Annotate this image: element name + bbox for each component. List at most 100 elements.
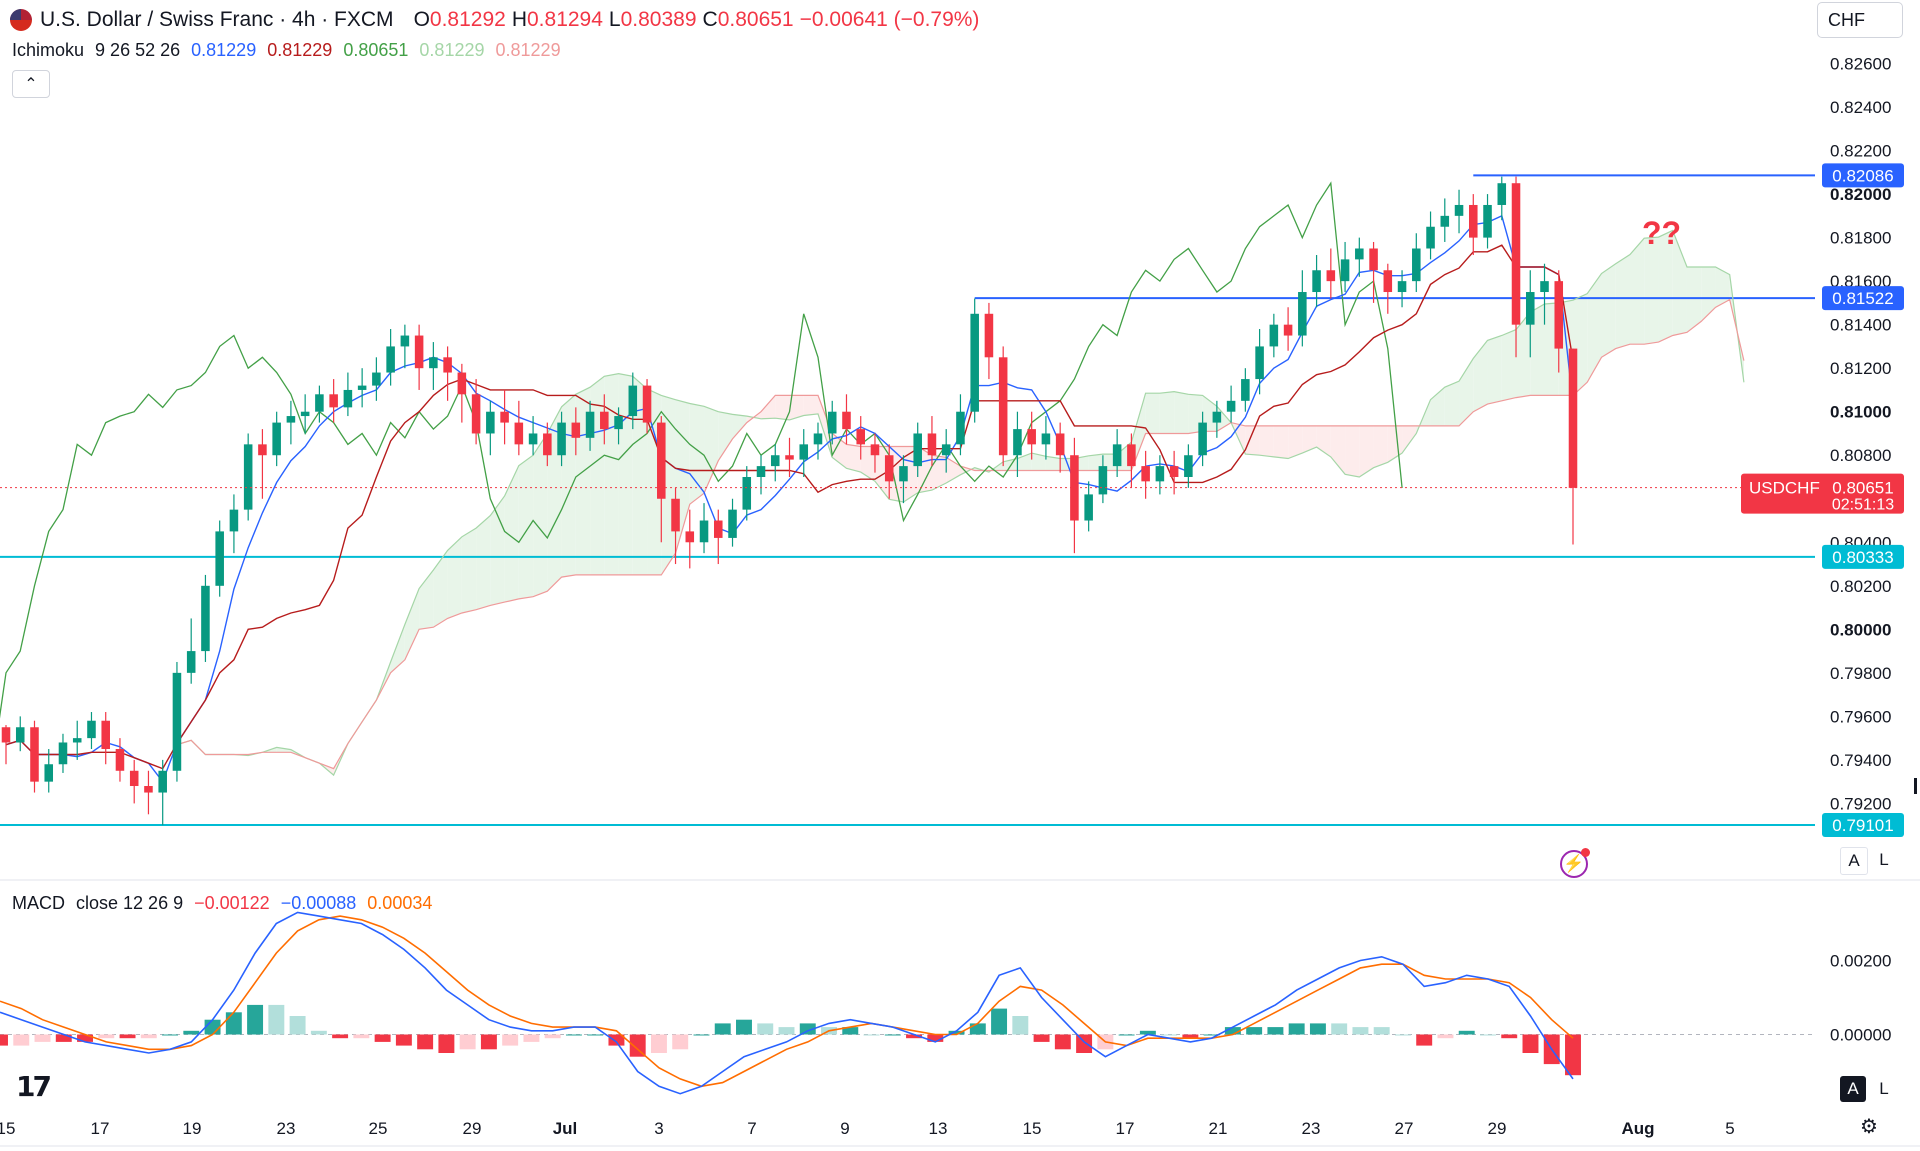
candle-body bbox=[1511, 183, 1521, 325]
macd-histogram-bar bbox=[650, 1034, 667, 1053]
ichimoku-label: Ichimoku bbox=[12, 40, 85, 60]
macd-histogram-bar bbox=[565, 1034, 582, 1036]
collapse-legend-button[interactable]: ⌃ bbox=[12, 70, 50, 98]
cloud-segment bbox=[561, 394, 576, 578]
candle-body bbox=[1155, 466, 1165, 482]
candle-body bbox=[44, 764, 54, 782]
macd-histogram-bar bbox=[1161, 1034, 1178, 1036]
macd-auto-scale-button[interactable]: A bbox=[1840, 1076, 1866, 1102]
currency-selector[interactable]: CHF bbox=[1817, 2, 1903, 38]
cloud-segment bbox=[632, 376, 648, 575]
candle-body bbox=[799, 444, 809, 460]
scroll-handle[interactable] bbox=[1914, 778, 1917, 794]
symbol-title[interactable]: U.S. Dollar / Swiss Franc · 4h · FXCM bbox=[40, 8, 394, 31]
candle-body bbox=[1055, 433, 1065, 456]
cloud-segment bbox=[1245, 425, 1260, 456]
horizontal-levels bbox=[0, 174, 1815, 826]
macd-histogram-bar bbox=[34, 1034, 51, 1042]
cloud-segment bbox=[533, 433, 548, 597]
cloud-segment bbox=[1402, 425, 1417, 454]
candle-body bbox=[144, 786, 153, 793]
candle-body bbox=[827, 411, 837, 434]
candle-body bbox=[1070, 455, 1079, 521]
macd-pane: 0.00200 0.00000 bbox=[0, 911, 1891, 1095]
change-value: −0.00641 (−0.79%) bbox=[799, 8, 980, 31]
candle-body bbox=[870, 444, 880, 456]
candle-body bbox=[186, 651, 196, 673]
candle-body bbox=[1369, 248, 1378, 271]
settings-icon[interactable]: ⚙ bbox=[1860, 1115, 1878, 1138]
y-tick-label: 0.80000 bbox=[1830, 620, 1891, 639]
ichimoku-value-4: 0.81229 bbox=[419, 40, 485, 60]
y-tick-label: 0.81200 bbox=[1830, 359, 1891, 378]
cloud-segment bbox=[1259, 425, 1274, 457]
candle-body bbox=[15, 727, 25, 743]
macd-histogram-bar bbox=[714, 1023, 731, 1035]
candle-body bbox=[1568, 348, 1578, 488]
macd-line bbox=[0, 911, 1574, 1095]
ichimoku-params: 9 26 52 26 bbox=[95, 40, 181, 60]
y-tick-label: 0.81000 bbox=[1830, 403, 1891, 422]
x-tick-label: 21 bbox=[1209, 1119, 1228, 1138]
candle-body bbox=[1241, 379, 1250, 401]
macd-histogram-bar bbox=[842, 1027, 859, 1035]
macd-histogram-bar bbox=[969, 1023, 986, 1035]
candle-body bbox=[58, 742, 68, 765]
macd-histogram-bar bbox=[757, 1023, 774, 1035]
log-scale-button[interactable]: L bbox=[1871, 847, 1897, 873]
candle-body bbox=[713, 520, 723, 538]
macd-histogram-bar bbox=[778, 1027, 795, 1035]
candle-body bbox=[357, 385, 367, 390]
candle-body bbox=[429, 357, 438, 369]
level-price-tag-label: 0.79101 bbox=[1832, 816, 1893, 835]
ichimoku-legend[interactable]: Ichimoku 9 26 52 26 0.81229 0.81229 0.80… bbox=[12, 40, 567, 61]
auto-scale-label: A bbox=[1848, 851, 1860, 870]
macd-histogram-bar bbox=[1394, 1034, 1411, 1036]
x-tick-label: 9 bbox=[840, 1119, 849, 1138]
candle-body bbox=[1141, 466, 1150, 482]
cloud-segment bbox=[846, 444, 861, 473]
x-tick-label: 17 bbox=[1116, 1119, 1135, 1138]
candle-body bbox=[514, 422, 524, 445]
macd-histogram-bar bbox=[1054, 1034, 1071, 1050]
last-price-value: 0.80651 bbox=[1832, 479, 1893, 498]
candle-body bbox=[229, 509, 239, 532]
macd-log-scale-label: L bbox=[1879, 1079, 1889, 1098]
y-tick-label: 0.81400 bbox=[1830, 316, 1891, 335]
candle-body bbox=[785, 455, 794, 460]
candle-body bbox=[998, 357, 1008, 456]
cloud-segment bbox=[1459, 358, 1474, 426]
macd-histogram-bar bbox=[736, 1019, 752, 1035]
close-label: C bbox=[702, 8, 718, 31]
y-tick-label: 0.82400 bbox=[1830, 98, 1891, 117]
candle-body bbox=[1525, 292, 1535, 325]
candle-body bbox=[1469, 204, 1478, 238]
candle-body bbox=[30, 727, 39, 782]
level-price-tag bbox=[1822, 286, 1904, 311]
cloud-segment bbox=[718, 411, 733, 461]
candle-body bbox=[984, 313, 994, 358]
macd-legend[interactable]: MACD close 12 26 9 −0.00122 −0.00088 0.0… bbox=[12, 893, 438, 914]
lightning-icon[interactable]: ⚡ bbox=[1560, 848, 1590, 878]
macd-histogram-bar bbox=[310, 1030, 327, 1035]
candle-body bbox=[899, 466, 908, 482]
macd-histogram-bar bbox=[374, 1034, 391, 1042]
cloud-segment bbox=[1288, 425, 1303, 459]
cloud-segment bbox=[1387, 425, 1403, 463]
macd-histogram-bar bbox=[799, 1023, 816, 1035]
cloud-segment bbox=[476, 515, 491, 610]
candle-body bbox=[1212, 411, 1222, 423]
tradingview-logo-icon[interactable]: 17 bbox=[16, 1070, 52, 1103]
macd-histogram-bar bbox=[119, 1034, 136, 1039]
macd-histogram-bar bbox=[1309, 1023, 1326, 1035]
macd-auto-scale-label: A bbox=[1847, 1079, 1859, 1098]
macd-log-scale-button[interactable]: L bbox=[1871, 1076, 1897, 1102]
candle-body bbox=[1298, 292, 1307, 336]
x-tick-label: 3 bbox=[654, 1119, 663, 1138]
cloud-segment bbox=[1159, 391, 1175, 434]
auto-scale-button[interactable]: A bbox=[1840, 847, 1868, 875]
currency-value: CHF bbox=[1828, 9, 1865, 30]
candle-body bbox=[1540, 281, 1549, 293]
